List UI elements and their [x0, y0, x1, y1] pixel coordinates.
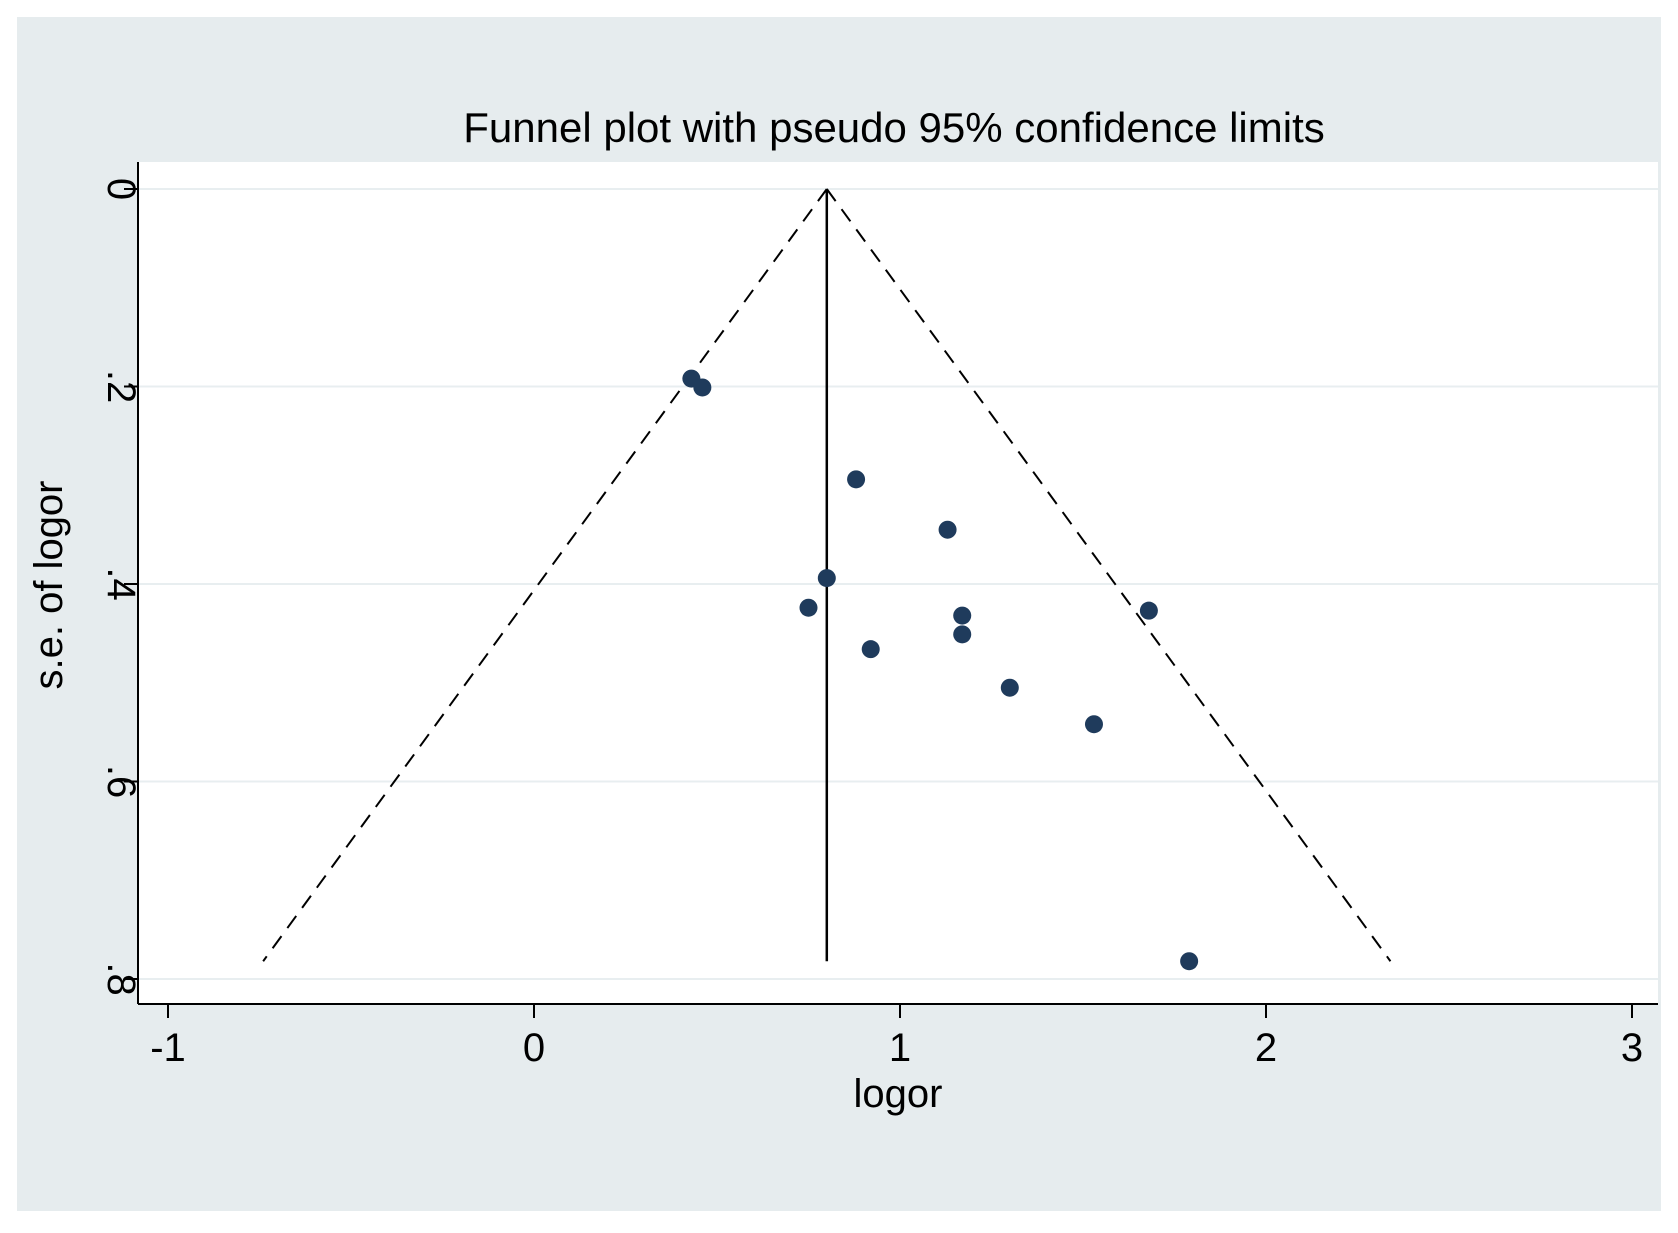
x-tick-label: -1	[150, 1026, 186, 1070]
gridlines	[138, 188, 1658, 980]
y-tick-label: .8	[99, 962, 143, 995]
x-tick-label: 0	[523, 1026, 545, 1070]
x-axis-ticks: -1 0 1 2 3	[150, 1004, 1643, 1070]
data-points	[682, 369, 1199, 971]
data-point	[1139, 601, 1158, 620]
y-axis-ticks: 0 .2 .4 .6 .8	[99, 178, 143, 996]
y-tick-label: .2	[99, 370, 143, 403]
data-point	[799, 598, 818, 617]
x-tick-label: 2	[1255, 1026, 1277, 1070]
x-tick-label: 3	[1621, 1026, 1643, 1070]
data-point	[693, 378, 712, 397]
x-axis-label: logor	[854, 1072, 943, 1116]
y-tick-label: .4	[99, 567, 143, 600]
chart-title: Funnel plot with pseudo 95% confidence l…	[463, 104, 1325, 151]
funnel-right-limit	[825, 188, 1392, 962]
data-point	[1000, 678, 1019, 697]
data-point	[1084, 715, 1103, 734]
data-point	[817, 569, 836, 588]
y-tick-label: .6	[99, 765, 143, 798]
data-point	[953, 606, 972, 625]
data-point	[847, 470, 866, 489]
y-tick-label: 0	[99, 178, 143, 200]
y-axis-label: s.e. of logor	[27, 480, 71, 689]
funnel-left-limit	[262, 188, 828, 962]
data-point	[938, 520, 957, 539]
data-point	[953, 625, 972, 644]
data-point	[1180, 952, 1199, 971]
x-tick-label: 1	[889, 1026, 911, 1070]
data-point	[861, 640, 880, 659]
